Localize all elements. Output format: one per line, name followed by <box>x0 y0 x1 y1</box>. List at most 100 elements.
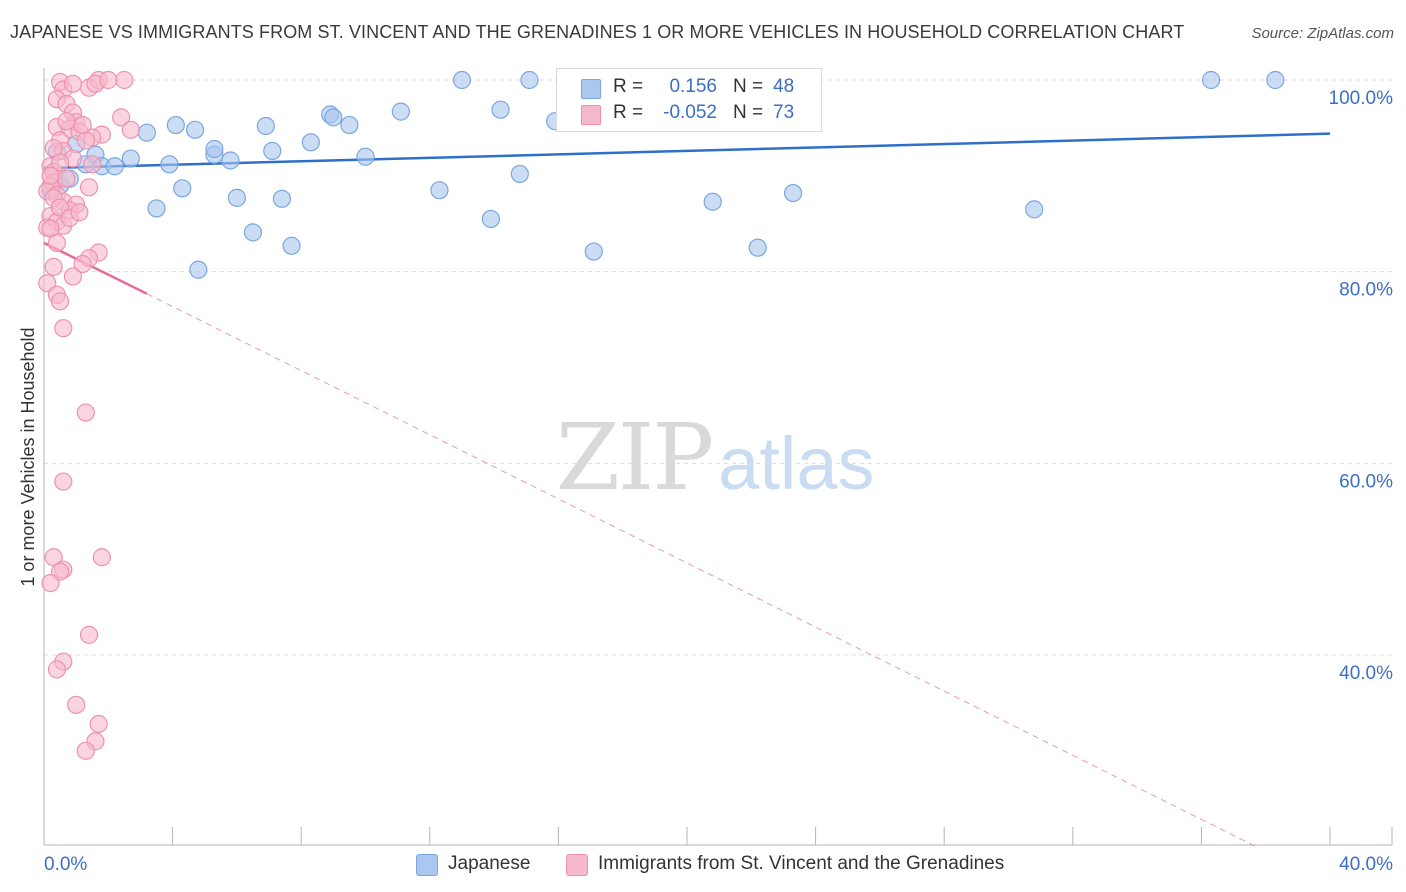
legend-n-label: N = <box>733 102 764 123</box>
chart-title: JAPANESE VS IMMIGRANTS FROM ST. VINCENT … <box>10 22 1185 42</box>
immigrants-point <box>73 115 92 135</box>
legend-n-label: N = <box>733 76 764 97</box>
correlation-legend: R = 0.156 N = 48 R = -0.052 N = 73 <box>556 68 822 132</box>
legend-swatch-immigrants <box>566 854 588 876</box>
label-layer: 100.0% 80.0% 60.0% 40.0% 0.0% 40.0% 1 or more … <box>18 88 1393 875</box>
japanese-point <box>137 123 156 142</box>
immigrants-trendline-extension <box>146 293 1257 848</box>
japanese-point <box>272 189 292 208</box>
japanese-point <box>510 164 529 184</box>
japanese-point <box>703 192 722 211</box>
immigrants-point <box>44 257 63 276</box>
legend-swatch-japanese <box>581 79 601 99</box>
y-tick-label: 100.0% <box>1329 88 1394 109</box>
immigrants-point <box>54 472 73 491</box>
japanese-point <box>481 209 500 229</box>
series-legend: Japanese Immigrants from St. Vincent and… <box>0 852 1406 878</box>
japanese-point <box>324 108 343 127</box>
immigrants-point <box>76 403 95 422</box>
immigrants-point <box>73 254 92 274</box>
immigrants-point <box>115 70 134 90</box>
immigrants-point <box>57 169 76 188</box>
japanese-point <box>1201 70 1221 90</box>
immigrants-point <box>89 714 108 734</box>
immigrants-trendline <box>43 241 148 295</box>
immigrants-point <box>41 166 60 185</box>
immigrants-point <box>47 233 66 253</box>
immigrants-point <box>79 178 99 197</box>
japanese-point <box>1266 70 1285 90</box>
japanese-point <box>243 223 263 242</box>
trend-layer <box>43 132 1331 848</box>
legend-n-value: 48 <box>773 76 795 97</box>
japanese-point <box>491 100 510 119</box>
japanese-point <box>227 188 246 207</box>
legend-r-value: -0.052 <box>663 102 717 123</box>
watermark: ZIPatlas <box>556 404 874 511</box>
japanese-point <box>221 151 240 170</box>
immigrants-point <box>70 203 89 222</box>
y-tick-label: 80.0% <box>1339 280 1393 301</box>
immigrants-point <box>47 660 66 679</box>
legend-label-japanese: Japanese <box>448 853 531 874</box>
japanese-point <box>166 115 185 135</box>
immigrants-point <box>50 292 70 311</box>
legend-row-immigrants: R = -0.052 N = 73 <box>557 100 821 128</box>
japanese-point <box>173 179 192 198</box>
japanese-point <box>340 115 359 135</box>
immigrants-point <box>112 108 131 127</box>
immigrants-point <box>99 70 118 90</box>
immigrants-point <box>83 155 102 174</box>
japanese-point <box>205 139 224 159</box>
legend-swatch-immigrants <box>581 105 601 125</box>
japanese-point <box>356 147 375 166</box>
japanese-point <box>121 149 140 168</box>
y-tick-label: 60.0% <box>1339 471 1393 492</box>
immigrants-point <box>92 548 111 567</box>
japanese-point <box>452 70 472 90</box>
japanese-point <box>105 157 124 176</box>
japanese-point <box>256 116 275 136</box>
japanese-point <box>263 141 282 161</box>
immigrants-point <box>41 574 60 593</box>
axis-layer <box>43 68 1393 846</box>
immigrants-point <box>63 74 83 93</box>
japanese-point <box>1025 200 1044 219</box>
source-label: Source: ZipAtlas.com <box>1251 25 1394 42</box>
japanese-point <box>186 120 205 139</box>
x-tick-label: 0.0% <box>44 854 87 875</box>
legend-r-label: R = <box>613 102 644 123</box>
japanese-point <box>160 155 179 174</box>
japanese-point <box>783 183 803 203</box>
immigrants-point <box>67 695 86 714</box>
grid-layer <box>44 79 1392 656</box>
legend-r-value: 0.156 <box>669 76 717 97</box>
immigrants-point <box>79 625 99 644</box>
y-tick-label: 40.0% <box>1339 663 1393 684</box>
japanese-point <box>584 242 603 261</box>
immigrants-point <box>76 741 95 760</box>
japanese-point <box>520 70 539 90</box>
japanese-point <box>430 181 449 200</box>
japanese-point <box>748 238 767 257</box>
japanese-point <box>147 199 166 218</box>
watermark-zip: ZIP <box>556 404 714 511</box>
japanese-point <box>282 236 301 255</box>
y-axis-label: 1 or more Vehicles in Household <box>18 327 38 586</box>
legend-swatch-japanese <box>416 854 438 876</box>
x-tick-label: 40.0% <box>1339 854 1393 875</box>
immigrants-point <box>121 120 140 139</box>
legend-r-label: R = <box>613 76 644 97</box>
immigrants-point <box>63 267 83 286</box>
immigrants-point <box>50 153 70 172</box>
immigrants-point <box>76 131 95 150</box>
japanese-point <box>391 102 410 121</box>
legend-row-japanese: R = 0.156 N = 48 <box>557 74 821 102</box>
japanese-point <box>301 133 320 152</box>
legend-label-immigrants: Immigrants from St. Vincent and the Gren… <box>598 853 1005 874</box>
japanese-point <box>189 260 208 279</box>
legend-n-value: 73 <box>773 102 795 123</box>
japanese-trendline <box>43 132 1331 170</box>
points-layer <box>38 70 1285 760</box>
